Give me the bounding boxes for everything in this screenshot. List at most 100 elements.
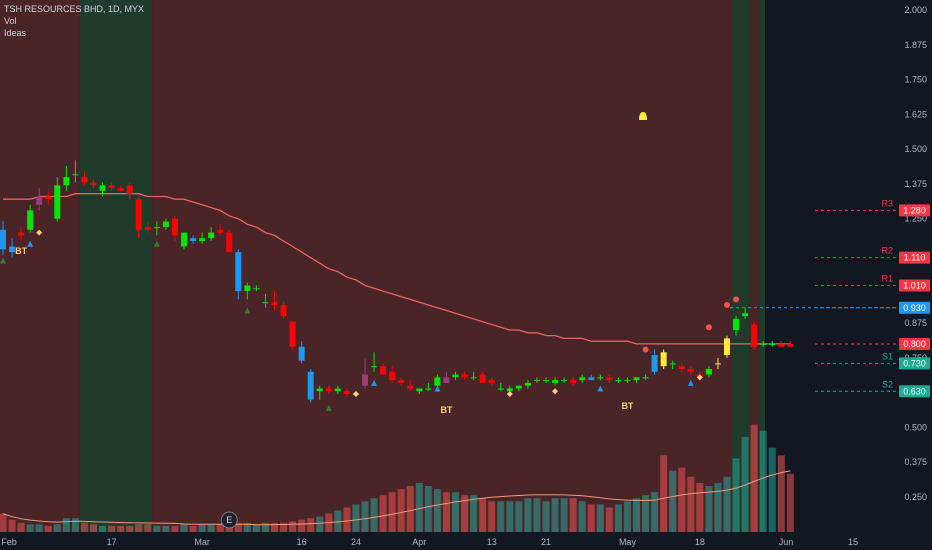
x-tick-label: Mar [194, 537, 210, 547]
volume-bar [452, 492, 459, 532]
volume-bar [180, 524, 188, 532]
volume-bar [633, 498, 640, 532]
signal-dot [705, 324, 712, 331]
level-badge [899, 337, 930, 350]
volume-bar [379, 495, 387, 532]
volume-bar [53, 524, 61, 532]
volume-bar [759, 430, 767, 532]
candle-body [597, 377, 604, 379]
volume-bar [397, 489, 405, 532]
candle-body [316, 388, 323, 392]
volume-bar [741, 436, 749, 532]
volume-bar [678, 467, 686, 532]
x-tick-label: 21 [541, 537, 551, 547]
volume-bar [289, 521, 297, 532]
y-tick-label: 1.875 [904, 40, 927, 50]
level-name: S2 [882, 379, 893, 389]
volume-bar [35, 524, 43, 532]
candle-body [380, 366, 387, 375]
volume-bar [433, 489, 441, 532]
candle-body [416, 388, 423, 392]
signal-triangle [0, 257, 6, 264]
volume-bar [243, 522, 251, 532]
volume-bar [696, 482, 704, 532]
background-band [79, 0, 153, 532]
signal-dot [724, 301, 730, 308]
candle-body [714, 363, 721, 365]
x-tick-label: 13 [487, 537, 497, 547]
candle-body [705, 368, 712, 375]
candle-body [389, 371, 396, 381]
signal-triangle [687, 379, 694, 386]
background-band [758, 0, 765, 532]
signal-triangle [153, 240, 160, 247]
candle-body [90, 182, 97, 186]
volume-bar [479, 498, 487, 532]
time-axis [0, 532, 932, 550]
background-band [0, 0, 80, 532]
volume-bar [162, 525, 170, 532]
signal-diamond [36, 229, 43, 236]
volume-bar [705, 486, 713, 532]
candle-body [226, 232, 233, 253]
candle-body [624, 380, 631, 382]
candle-body [778, 343, 785, 347]
volume-bar [732, 458, 740, 532]
volume-bar [424, 486, 432, 532]
candle-body [54, 185, 61, 219]
candle-body [135, 199, 142, 230]
volume-bar [135, 524, 143, 532]
signal-triangle [244, 307, 251, 314]
volume-bar [8, 519, 16, 532]
candle-body [99, 185, 106, 191]
volume-bar [461, 495, 469, 532]
volume-bar [669, 470, 677, 532]
level-name: S1 [882, 351, 893, 361]
candle-body [452, 374, 459, 378]
volume-bar [587, 504, 595, 532]
candle-body [434, 377, 441, 386]
volume-bar [343, 507, 351, 532]
y-tick-label: 1.625 [904, 109, 927, 119]
candle-body [144, 227, 151, 230]
vol-indicator-label[interactable]: Vol [4, 16, 17, 26]
candle-body [687, 368, 694, 372]
volume-bar [207, 524, 215, 532]
candle-body [280, 304, 287, 317]
candle-body [334, 388, 341, 392]
candle-body [235, 252, 242, 292]
candle-body [524, 382, 531, 386]
candle-body [488, 380, 495, 383]
y-tick-label: 0.250 [904, 492, 927, 502]
volume-ma-line [2, 470, 791, 526]
y-tick-label: 1.500 [904, 144, 927, 154]
candle-body [45, 196, 52, 200]
x-tick-label: 16 [297, 537, 307, 547]
volume-bar [71, 518, 79, 532]
volume-bar [660, 455, 668, 532]
candle-body [515, 385, 522, 389]
y-tick-label: 1.750 [904, 75, 927, 85]
volume-bar [750, 424, 758, 532]
volume-bar [542, 501, 550, 532]
signal-diamond [506, 391, 513, 398]
candle-body [470, 377, 477, 379]
candle-body [651, 355, 658, 372]
volume-bar [777, 455, 785, 532]
candle-body [126, 185, 133, 194]
y-tick-label: 0.375 [904, 457, 927, 467]
volume-bar [470, 495, 478, 532]
volume-bar [80, 522, 88, 532]
volume-bar [307, 518, 315, 532]
ideas-label[interactable]: Ideas [4, 28, 27, 38]
x-tick-label: Feb [1, 537, 17, 547]
x-tick-label: 15 [848, 537, 858, 547]
candle-body [787, 343, 794, 347]
level-name: R3 [881, 198, 893, 208]
candle-body [724, 338, 730, 356]
volume-bar [189, 525, 197, 532]
y-tick-label: 0.875 [904, 318, 927, 328]
candle-body [561, 380, 568, 382]
earnings-marker [220, 511, 238, 529]
